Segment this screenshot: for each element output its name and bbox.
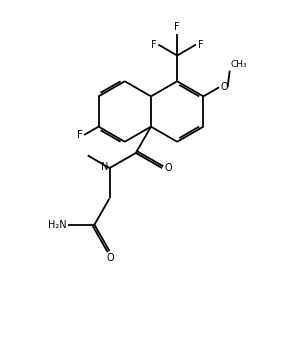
Text: H₂N: H₂N [48, 220, 67, 230]
Text: F: F [77, 130, 83, 140]
Text: F: F [151, 40, 156, 50]
Text: CH₃: CH₃ [231, 60, 247, 69]
Text: O: O [221, 82, 228, 92]
Text: F: F [198, 40, 204, 50]
Text: F: F [174, 22, 180, 32]
Text: N: N [101, 162, 108, 172]
Text: O: O [106, 254, 114, 263]
Text: O: O [164, 163, 172, 173]
